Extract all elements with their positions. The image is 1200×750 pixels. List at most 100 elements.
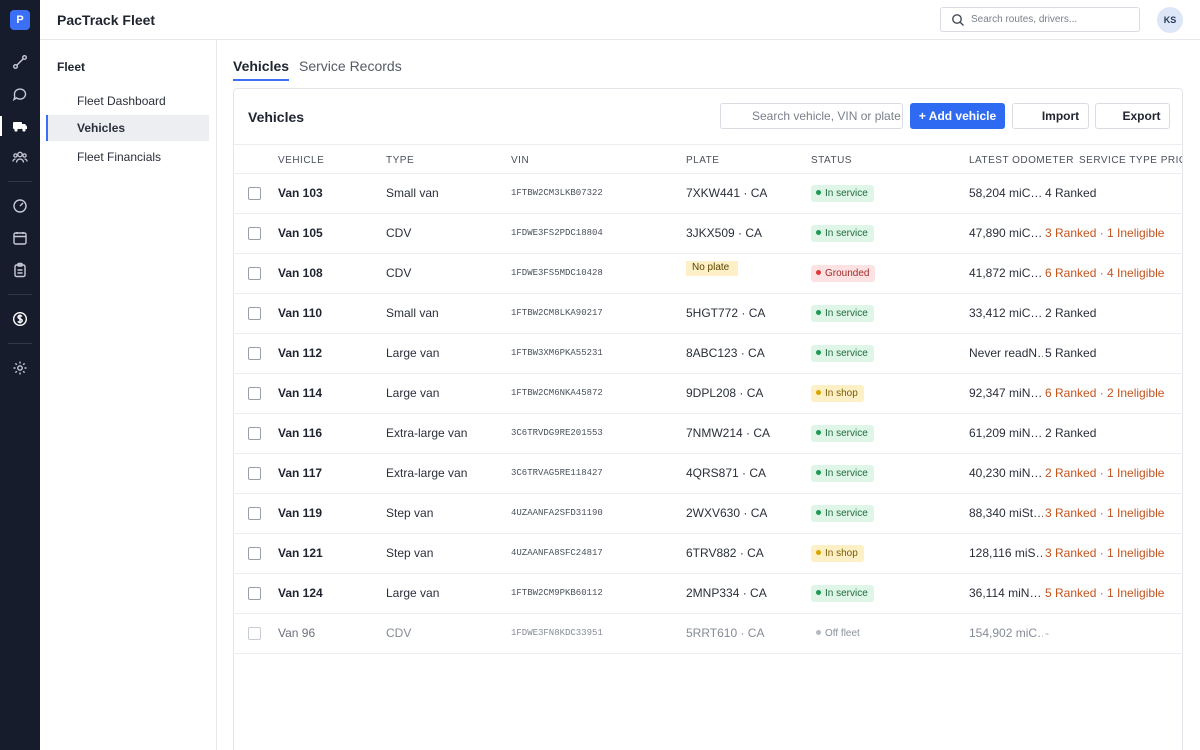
row-checkbox[interactable] — [248, 627, 261, 640]
app-logo[interactable]: P — [10, 10, 30, 30]
service-priority-cell[interactable]: 2 Ranked — [1045, 306, 1097, 320]
table-row[interactable]: Van 119 Step van 4UZAANFA2SFD31190 2WXV630 … — [234, 494, 1182, 534]
column-header-type[interactable]: TYPE — [386, 155, 415, 166]
row-checkbox[interactable] — [248, 227, 261, 240]
table-row[interactable]: Van 116 Extra-large van 3C6TRVDG9RE201553 7… — [234, 414, 1182, 454]
status-label: In service — [825, 308, 868, 319]
global-search-input[interactable] — [971, 11, 1131, 28]
vehicle-name-link[interactable]: Van 96 — [278, 626, 316, 640]
vin-cell: 1FTBW3XM6PKA55231 — [511, 348, 603, 358]
status-dot — [816, 550, 821, 555]
odometer-cell: 58,204 miC… — [969, 186, 1043, 200]
team-icon[interactable] — [0, 144, 40, 170]
column-header-latest-odometer[interactable]: LATEST ODOMETER — [969, 155, 1074, 166]
add-vehicle-button[interactable]: + Add vehicle — [910, 103, 1005, 129]
dollar-icon[interactable] — [0, 306, 40, 332]
row-checkbox[interactable] — [248, 267, 261, 280]
table-row[interactable]: Van 112 Large van 1FTBW3XM6PKA55231 8ABC123… — [234, 334, 1182, 374]
status-label: In shop — [825, 548, 858, 559]
sidebar-item-vehicles[interactable]: Vehicles — [46, 115, 209, 141]
service-priority-cell[interactable]: 5 Ranked · 1 Ineligible — [1045, 586, 1165, 600]
column-header-vin[interactable]: VIN — [511, 155, 530, 166]
column-header-vehicle[interactable]: VEHICLE — [278, 155, 325, 166]
sidebar-heading: Fleet — [57, 60, 86, 74]
table-row[interactable]: Van 110 Small van 1FTBW2CM8LKA90217 5HGT772… — [234, 294, 1182, 334]
vehicle-name-link[interactable]: Van 116 — [278, 426, 323, 440]
vehicle-name-link[interactable]: Van 103 — [278, 186, 323, 200]
tab-service-records[interactable]: Service Records — [299, 58, 402, 74]
vin-cell: 3C6TRVDG9RE201553 — [511, 428, 603, 438]
odometer-cell: 40,230 miN… — [969, 466, 1043, 480]
column-header-status[interactable]: STATUS — [811, 155, 852, 166]
gauge-icon[interactable] — [0, 193, 40, 219]
service-priority-cell[interactable]: 6 Ranked · 2 Ineligible — [1045, 386, 1165, 400]
no-plate-tag: No plate — [686, 261, 738, 276]
vehicle-name-link[interactable]: Van 121 — [278, 546, 323, 560]
row-checkbox[interactable] — [248, 507, 261, 520]
rail-divider — [8, 343, 32, 344]
plate-cell: 3JKX509 · CA — [686, 226, 763, 240]
sidebar-item-fleet-financials[interactable]: Fleet Financials — [77, 150, 162, 164]
export-button[interactable]: Export — [1095, 103, 1170, 129]
status-dot — [816, 390, 821, 395]
status-dot — [816, 430, 821, 435]
vehicle-name-link[interactable]: Van 105 — [278, 226, 323, 240]
column-header-plate[interactable]: PLATE — [686, 155, 720, 166]
table-row[interactable]: Van 121 Step van 4UZAANFA8SFC24817 6TRV882 … — [234, 534, 1182, 574]
table-row[interactable]: Van 117 Extra-large van 3C6TRVAG5RE118427 4… — [234, 454, 1182, 494]
vehicle-name-link[interactable]: Van 108 — [278, 266, 323, 280]
odometer-cell: 47,890 miC… — [969, 226, 1043, 240]
status-badge: In shop — [811, 385, 864, 402]
clipboard-icon[interactable] — [0, 257, 40, 283]
vin-cell: 1FTBW2CM9PKB60112 — [511, 588, 603, 598]
user-avatar[interactable]: KS — [1157, 7, 1183, 33]
row-checkbox[interactable] — [248, 387, 261, 400]
row-checkbox[interactable] — [248, 587, 261, 600]
vehicle-name-link[interactable]: Van 112 — [278, 346, 323, 360]
service-priority-cell[interactable]: 2 Ranked · 1 Ineligible — [1045, 466, 1165, 480]
routes-icon[interactable] — [0, 49, 40, 75]
tab-vehicles[interactable]: Vehicles — [233, 58, 290, 81]
service-priority-cell[interactable]: 3 Ranked · 1 Ineligible — [1045, 506, 1165, 520]
table-row[interactable]: Van 124 Large van 1FTBW2CM9PKB60112 2MNP334… — [234, 574, 1182, 614]
gear-icon[interactable] — [0, 355, 40, 381]
service-priority-cell[interactable]: 3 Ranked · 1 Ineligible — [1045, 226, 1165, 240]
global-search[interactable] — [940, 7, 1140, 32]
vehicle-name-link[interactable]: Van 124 — [278, 586, 323, 600]
row-checkbox[interactable] — [248, 547, 261, 560]
table-row[interactable]: Van 105 CDV 1FDWE3FS2PDC18804 3JKX509 · CA I… — [234, 214, 1182, 254]
status-dot — [816, 470, 821, 475]
vehicle-name-link[interactable]: Van 114 — [278, 386, 323, 400]
row-checkbox[interactable] — [248, 187, 261, 200]
vehicle-name-link[interactable]: Van 110 — [278, 306, 323, 320]
service-priority-cell[interactable]: 3 Ranked · 1 Ineligible — [1045, 546, 1165, 560]
import-button[interactable]: Import — [1012, 103, 1089, 129]
row-checkbox[interactable] — [248, 467, 261, 480]
service-priority-cell[interactable]: 2 Ranked — [1045, 426, 1097, 440]
vehicle-search-input[interactable] — [720, 103, 903, 129]
row-checkbox[interactable] — [248, 347, 261, 360]
type-cell: Large van — [386, 586, 440, 600]
service-priority-cell[interactable]: 4 Ranked — [1045, 186, 1097, 200]
plate-cell: 7NMW214 · CA — [686, 426, 771, 440]
status-label: Off fleet — [825, 628, 860, 639]
service-priority-cell[interactable]: 5 Ranked — [1045, 346, 1097, 360]
plate-cell: 9DPL208 · CA — [686, 386, 764, 400]
column-header-service-type-priority[interactable]: SERVICE TYPE PRIOR — [1079, 155, 1182, 166]
service-priority-cell[interactable]: 6 Ranked · 4 Ineligible — [1045, 266, 1165, 280]
messages-icon[interactable] — [0, 81, 40, 107]
table-row[interactable]: Van 108 CDV 1FDWE3FS5MDC10428 No plate Groun… — [234, 254, 1182, 294]
table-row[interactable]: Van 96 CDV 1FDWE3FN8KDC33951 5RRT610 · CA Of… — [234, 614, 1182, 654]
calendar-icon[interactable] — [0, 225, 40, 251]
table-row[interactable]: Van 103 Small van 1FTBW2CM3LKB07322 7XKW441… — [234, 174, 1182, 214]
vehicle-name-link[interactable]: Van 119 — [278, 506, 323, 520]
truck-icon[interactable] — [0, 113, 40, 139]
row-checkbox[interactable] — [248, 307, 261, 320]
vehicle-name-link[interactable]: Van 117 — [278, 466, 323, 480]
table-row[interactable]: Van 114 Large van 1FTBW2CM6NKA45872 9DPL208… — [234, 374, 1182, 414]
row-checkbox[interactable] — [248, 427, 261, 440]
vin-cell: 1FTBW2CM6NKA45872 — [511, 388, 603, 398]
service-priority-cell[interactable]: - — [1045, 626, 1049, 640]
status-badge: In service — [811, 225, 874, 242]
sidebar-item-fleet-dashboard[interactable]: Fleet Dashboard — [77, 94, 166, 108]
